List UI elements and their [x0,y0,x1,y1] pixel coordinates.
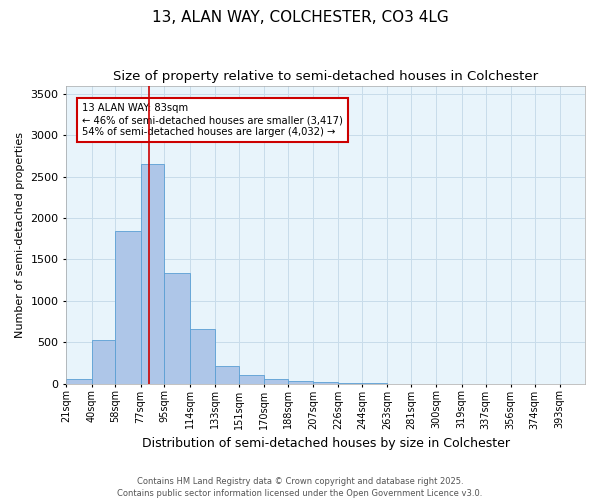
Bar [67,379,92,384]
Title: Size of property relative to semi-detached houses in Colchester: Size of property relative to semi-detach… [113,70,538,83]
Text: Contains HM Land Registry data © Crown copyright and database right 2025.
Contai: Contains HM Land Registry data © Crown c… [118,476,482,498]
Bar [313,382,338,384]
Bar [190,329,215,384]
Bar [115,230,140,384]
Bar [140,164,164,384]
Bar [92,340,115,384]
Y-axis label: Number of semi-detached properties: Number of semi-detached properties [15,132,25,338]
Text: 13, ALAN WAY, COLCHESTER, CO3 4LG: 13, ALAN WAY, COLCHESTER, CO3 4LG [152,10,448,25]
Bar [164,272,190,384]
Bar [264,379,288,384]
Bar [215,366,239,384]
X-axis label: Distribution of semi-detached houses by size in Colchester: Distribution of semi-detached houses by … [142,437,509,450]
Bar [239,376,264,384]
Bar [338,383,362,384]
Bar [288,382,313,384]
Text: 13 ALAN WAY: 83sqm
← 46% of semi-detached houses are smaller (3,417)
54% of semi: 13 ALAN WAY: 83sqm ← 46% of semi-detache… [82,104,343,136]
